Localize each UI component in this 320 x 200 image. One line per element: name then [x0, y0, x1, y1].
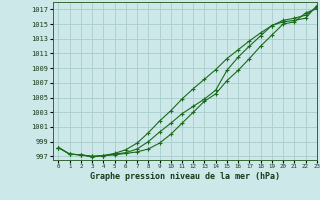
X-axis label: Graphe pression niveau de la mer (hPa): Graphe pression niveau de la mer (hPa) [90, 172, 280, 181]
